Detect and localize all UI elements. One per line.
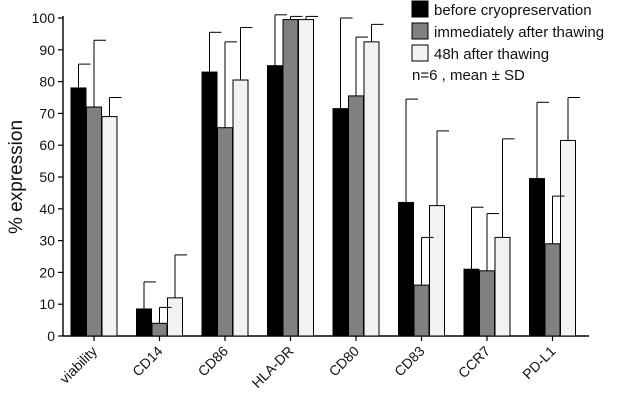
axes: 0 10 20 30 40 50 60 70 80 90 100	[32, 10, 589, 344]
x-tick-label: PD-L1	[519, 343, 559, 383]
x-tick-label: CD14	[129, 343, 166, 380]
legend: before cryopreservation immediately after…	[411, 0, 604, 84]
bar	[232, 79, 249, 337]
bar	[151, 322, 168, 337]
x-tick-label: CCR7	[455, 343, 493, 381]
bar	[282, 19, 299, 337]
y-tick-label: 30	[39, 233, 55, 249]
legend-label: 48h after thawing	[434, 46, 549, 63]
bar	[348, 95, 364, 337]
bar	[332, 108, 349, 337]
bar	[217, 127, 233, 337]
x-tick-label: CD86	[194, 343, 231, 380]
bar	[479, 270, 495, 337]
legend-swatch	[411, 22, 429, 40]
x-tick-label: CD83	[391, 343, 428, 380]
x-tick-label: CD80	[325, 343, 362, 380]
bar	[86, 106, 102, 337]
bar	[201, 71, 218, 337]
y-tick-label: 20	[39, 264, 55, 280]
bar	[463, 268, 480, 337]
y-tick-label: 100	[32, 10, 56, 26]
y-tick-label: 60	[39, 137, 55, 153]
y-tick-label: 10	[39, 296, 55, 312]
y-tick-label: 40	[39, 201, 55, 217]
error-bars	[78, 14, 580, 324]
bar	[544, 243, 561, 337]
legend-swatch	[411, 0, 429, 18]
legend-label: immediately after thawing	[434, 24, 604, 41]
bar	[298, 19, 314, 337]
legend-swatch	[411, 44, 429, 62]
y-tick-label: 70	[39, 105, 55, 121]
bar	[429, 205, 445, 337]
bar	[529, 178, 545, 337]
y-tick-label: 80	[39, 74, 55, 90]
legend-label: before cryopreservation	[434, 2, 592, 19]
bar	[398, 201, 414, 337]
bar	[101, 116, 118, 337]
y-tick-label: 50	[39, 169, 55, 185]
bar	[413, 284, 430, 337]
x-tick-label: viability	[56, 343, 100, 387]
bars	[70, 19, 576, 337]
bar	[267, 65, 283, 337]
y-axis-label: % expression	[6, 120, 27, 234]
bar	[167, 297, 183, 337]
bar	[494, 236, 511, 337]
x-tick-label: HLA-DR	[248, 343, 296, 391]
bar	[363, 41, 380, 337]
bar	[560, 139, 576, 337]
bar	[136, 308, 152, 337]
y-tick-label: 90	[39, 42, 55, 58]
legend-note: n=6 , mean ± SD	[412, 67, 525, 84]
bar	[70, 87, 87, 337]
y-tick-label: 0	[47, 328, 55, 344]
